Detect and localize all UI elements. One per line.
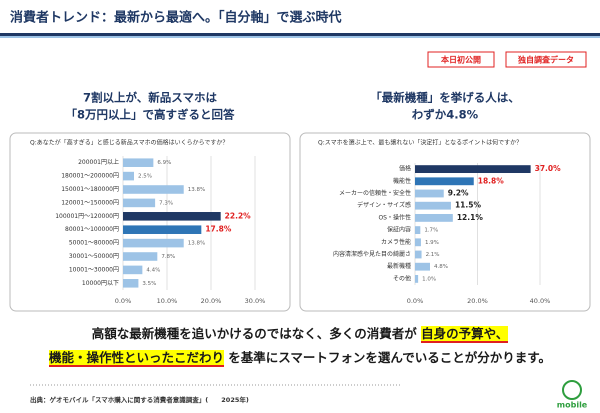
bar — [123, 171, 134, 181]
badge: 本日初公開 — [440, 55, 481, 65]
bar — [415, 262, 430, 271]
chart-question: Q:スマホを選ぶ上で、最も譲れない「決定打」となるポイントは何ですか？ — [318, 139, 522, 147]
value-label: 37.0% — [535, 164, 562, 173]
y-tick-label: カメラ性能 — [381, 238, 411, 246]
bar — [123, 265, 143, 275]
logo: mobile — [557, 401, 588, 410]
value-label: 1.0% — [422, 276, 436, 282]
value-label: 17.8% — [205, 225, 232, 234]
y-tick-label: 150001～180000円 — [61, 186, 119, 193]
bar — [123, 279, 139, 288]
x-tick-label: 30.0% — [245, 297, 266, 305]
y-tick-label: 120001～150000円 — [61, 199, 119, 206]
value-label: 7.8% — [161, 254, 175, 260]
bar — [415, 201, 451, 210]
y-tick-label: 内容清潔感や見た目の綺麗さ — [333, 250, 411, 258]
summary-highlight: 機能・操作性といったこだわり — [48, 350, 224, 367]
source: 出典：ゲオモバイル「スマホ購入に関する消費者意識調査」( 2025年) — [30, 395, 249, 404]
bar — [415, 213, 453, 222]
y-tick-label: メーカーの信頼性・安全性 — [339, 189, 411, 197]
y-tick-label: 10000円以下 — [82, 280, 119, 287]
value-label: 6.9% — [157, 160, 171, 166]
value-label: 13.8% — [188, 187, 205, 193]
x-tick-label: 20.0% — [467, 297, 488, 305]
bar — [123, 185, 184, 194]
badge: 独自調査データ — [517, 55, 574, 65]
bar — [415, 274, 419, 283]
title-rule — [0, 33, 600, 36]
bar — [415, 177, 474, 186]
y-tick-label: 30001～50000円 — [69, 253, 119, 260]
y-tick-label: 価格 — [399, 165, 411, 173]
badge-box — [505, 51, 587, 68]
y-tick-label: 200001円以上 — [78, 158, 119, 166]
bar — [415, 189, 444, 198]
value-label: 2.5% — [138, 174, 152, 180]
bar — [415, 238, 421, 247]
value-label: 12.1% — [457, 213, 484, 222]
y-tick-label: デザイン・サイズ感 — [357, 201, 411, 209]
bar — [123, 225, 202, 234]
y-tick-label: 機能性 — [393, 177, 411, 185]
chart-heading: 7割以上が、新品スマホは — [83, 91, 217, 105]
value-label: 22.2% — [225, 211, 252, 220]
value-label: 18.8% — [478, 176, 505, 185]
x-tick-label: 20.0% — [201, 297, 222, 305]
value-label: 11.5% — [455, 201, 482, 210]
y-tick-label: 180001～200000円 — [61, 173, 119, 180]
bar — [123, 252, 158, 261]
x-tick-label: 0.0% — [115, 297, 132, 305]
panel — [9, 132, 291, 312]
bar — [415, 226, 421, 235]
value-label: 3.5% — [142, 281, 156, 287]
value-label: 2.1% — [426, 252, 440, 258]
value-label: 4.8% — [434, 264, 448, 270]
y-tick-label: 保証内容 — [387, 226, 411, 234]
panel — [299, 132, 591, 312]
title-rule-light — [0, 36, 600, 38]
bar — [415, 250, 422, 259]
summary-line: 機能・操作性といったこだわり を基準にスマートフォンを選んでいることが分かります… — [0, 346, 600, 370]
y-tick-label: 50001～80000円 — [69, 240, 119, 247]
badge-box — [427, 51, 495, 68]
summary-text: 高額な最新機種を追いかけるのではなく、多くの消費者が — [91, 326, 422, 341]
y-tick-label: OS・操作性 — [378, 213, 411, 221]
bar — [123, 198, 156, 208]
chart-question: Q:あなたが「高すぎる」と感じる新品スマホの価格はいくらからですか？ — [30, 139, 228, 147]
summary: 高額な最新機種を追いかけるのではなく、多くの消費者が 自身の予算や、 機能・操作… — [0, 322, 600, 370]
summary-text: を基準にスマートフォンを選んでいることが分かります。 — [223, 350, 552, 365]
title: 消費者トレンド：最新から最適へ。「自分軸」で選ぶ時代 — [10, 10, 342, 26]
chart-heading: わずか4.8% — [412, 108, 479, 122]
bar — [123, 238, 184, 248]
value-label: 13.8% — [188, 241, 205, 247]
y-tick-label: 最新機種 — [387, 262, 411, 270]
x-tick-label: 10.0% — [157, 297, 178, 305]
value-label: 1.9% — [425, 240, 439, 246]
bar — [415, 165, 531, 174]
logo-mark — [562, 380, 582, 400]
summary-line: 高額な最新機種を追いかけるのではなく、多くの消費者が 自身の予算や、 — [0, 322, 600, 346]
y-tick-label: その他 — [393, 274, 411, 282]
bar — [123, 158, 154, 167]
value-label: 9.2% — [448, 189, 469, 198]
y-tick-label: 100001円～120000円 — [55, 213, 119, 220]
chart-heading: 「最新機種」を挙げる人は、 — [370, 91, 520, 105]
x-tick-label: 0.0% — [407, 297, 424, 305]
bar — [123, 212, 221, 221]
summary-highlight: 自身の予算や、 — [421, 326, 509, 343]
value-label: 1.7% — [424, 228, 438, 234]
x-tick-label: 40.0% — [530, 297, 551, 305]
value-label: 4.4% — [146, 267, 160, 273]
y-tick-label: 80001～100000円 — [65, 226, 119, 233]
value-label: 7.3% — [159, 200, 173, 206]
chart-heading: 「8万円以上」で高すぎると回答 — [66, 108, 236, 122]
y-tick-label: 10001～30000円 — [69, 266, 119, 273]
